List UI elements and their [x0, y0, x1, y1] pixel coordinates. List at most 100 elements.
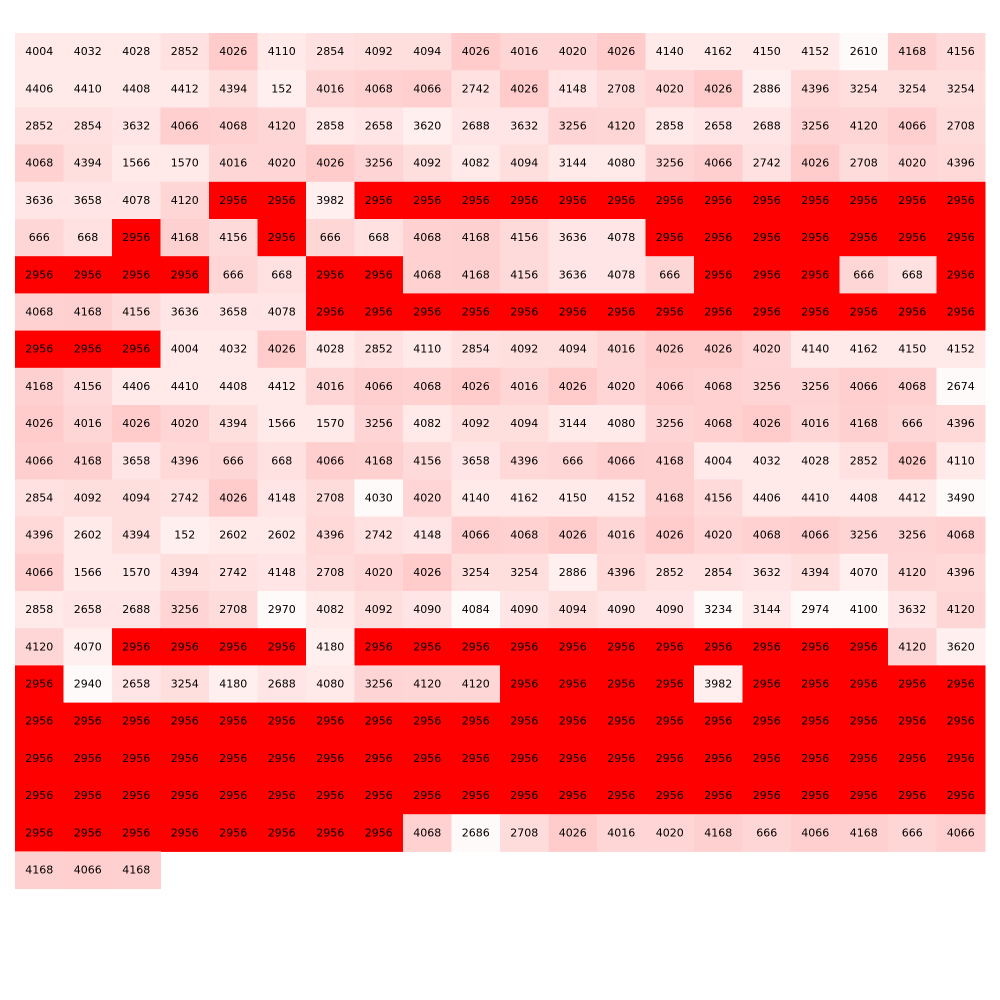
heatmap-cell [209, 665, 258, 704]
heatmap-cell-label: 2956 [316, 268, 344, 281]
heatmap-cell [354, 33, 404, 71]
heatmap-cell-label: 4168 [656, 454, 684, 467]
heatmap-cell-label: 4026 [704, 82, 732, 95]
heatmap-cell [112, 442, 161, 480]
heatmap-cell [500, 814, 549, 852]
heatmap-cell [306, 665, 355, 704]
heatmap-cell [15, 591, 64, 629]
heatmap-cell-label: 3982 [316, 194, 344, 207]
heatmap-cell-label: 2708 [316, 492, 344, 505]
heatmap-cell [694, 553, 743, 592]
heatmap-cell-label: 2956 [559, 752, 587, 765]
heatmap-cell [451, 405, 501, 443]
heatmap-cell-label: 4110 [413, 343, 441, 356]
heatmap-cell [791, 739, 840, 778]
heatmap-cell [500, 330, 549, 369]
heatmap-cell-label: 2742 [753, 157, 781, 170]
heatmap-cell [500, 219, 549, 257]
heatmap-cell [791, 181, 840, 220]
heatmap-cell [160, 70, 210, 108]
heatmap-cell-label: 4406 [122, 380, 150, 393]
heatmap-cell-label: 4020 [656, 826, 684, 839]
heatmap-cell-label: 2956 [656, 752, 684, 765]
heatmap-cell [548, 739, 598, 778]
heatmap-cell [403, 330, 452, 369]
heatmap-cell [15, 181, 64, 220]
heatmap-cell-label: 2956 [704, 715, 732, 728]
heatmap-cell [548, 219, 598, 257]
heatmap-cell [112, 256, 161, 294]
heatmap-cell-label: 4026 [801, 157, 829, 170]
heatmap-cell-label: 2854 [462, 343, 490, 356]
heatmap-cell [63, 33, 113, 71]
heatmap-cell-label: 2852 [171, 45, 199, 58]
heatmap-cell [306, 293, 355, 332]
heatmap-cell-label: 2956 [413, 715, 441, 728]
heatmap-cell [597, 814, 646, 852]
heatmap-cell [354, 330, 404, 369]
heatmap-cell [403, 777, 452, 815]
heatmap-cell-label: 2956 [850, 194, 878, 207]
heatmap-cell-label: 4120 [171, 194, 199, 207]
heatmap-cell-label: 4412 [268, 380, 296, 393]
heatmap-cell-label: 4156 [510, 231, 538, 244]
heatmap-cell [451, 814, 501, 852]
heatmap-cell [888, 553, 937, 592]
heatmap-cell-label: 3256 [898, 529, 926, 542]
heatmap-cell [548, 628, 598, 666]
heatmap-cell-label: 2956 [801, 268, 829, 281]
heatmap-cell [694, 107, 743, 146]
heatmap-cell [791, 219, 840, 257]
heatmap-cell-label: 2956 [171, 789, 199, 802]
heatmap-cell-label: 2956 [607, 715, 635, 728]
heatmap-cell [500, 181, 549, 220]
heatmap-cell-label: 4016 [801, 417, 829, 430]
heatmap-cell-label: 3636 [559, 231, 587, 244]
heatmap-cell [63, 442, 113, 480]
heatmap-cell-label: 1566 [122, 157, 150, 170]
heatmap-cell [645, 144, 695, 183]
heatmap-cell [403, 33, 452, 71]
heatmap-cell-label: 4020 [365, 566, 393, 579]
heatmap-cell [936, 293, 986, 332]
heatmap-cell [257, 107, 307, 146]
heatmap-cell-label: 4168 [850, 417, 878, 430]
heatmap-cell-label: 3256 [656, 157, 684, 170]
heatmap-cell-label: 2956 [947, 715, 975, 728]
heatmap-cell-label: 4066 [801, 529, 829, 542]
heatmap-cell [403, 293, 452, 332]
heatmap-cell [839, 628, 889, 666]
heatmap-cell [839, 516, 889, 555]
heatmap-cell [257, 628, 307, 666]
heatmap-cell-label: 2956 [268, 789, 296, 802]
heatmap-cell [403, 181, 452, 220]
heatmap-cell-label: 2956 [947, 268, 975, 281]
heatmap-cell-label: 4078 [122, 194, 150, 207]
heatmap-cell [63, 665, 113, 704]
heatmap-cell-label: 668 [368, 231, 389, 244]
heatmap-cell [306, 405, 355, 443]
heatmap-cell [791, 591, 840, 629]
heatmap-cell-label: 4394 [219, 417, 247, 430]
heatmap-cell [742, 367, 792, 406]
heatmap-cell-label: 4026 [122, 417, 150, 430]
heatmap-cell-label: 2956 [607, 678, 635, 691]
heatmap-cell [694, 219, 743, 257]
heatmap-cell [694, 144, 743, 183]
heatmap-cell [209, 516, 258, 555]
heatmap-cell-label: 2956 [74, 826, 102, 839]
heatmap-cell [645, 665, 695, 704]
heatmap-cell [742, 814, 792, 852]
heatmap-cell [791, 702, 840, 741]
heatmap-cell [548, 777, 598, 815]
heatmap-cell-label: 2852 [656, 566, 684, 579]
heatmap-cell [888, 256, 937, 294]
heatmap-cell-label: 4180 [316, 640, 344, 653]
heatmap-cell-label: 4066 [898, 120, 926, 133]
heatmap-cell-label: 4150 [753, 45, 781, 58]
heatmap-cell [500, 70, 549, 108]
heatmap-cell-label: 4168 [704, 826, 732, 839]
heatmap-cell [403, 256, 452, 294]
heatmap-cell [742, 33, 792, 71]
heatmap-cell [403, 702, 452, 741]
